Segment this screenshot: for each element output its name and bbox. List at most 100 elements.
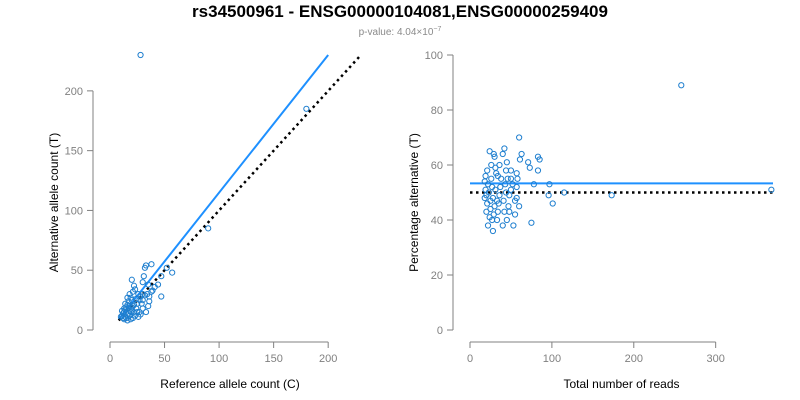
subtitle-exponent: −7: [433, 26, 441, 33]
data-point: [516, 203, 523, 210]
subtitle-prefix: p-value: 4.04×10: [359, 27, 434, 38]
y-tick-label: 100: [65, 205, 83, 217]
data-point: [481, 178, 488, 185]
data-point: [503, 159, 510, 166]
data-point: [490, 150, 497, 158]
y-tick-label: 60: [431, 160, 443, 172]
data-point: [158, 293, 165, 300]
data-point: [137, 311, 144, 318]
data-point: [526, 164, 533, 171]
y-tick-label: 150: [65, 146, 83, 158]
data-point: [500, 197, 507, 204]
x-tick-label: 0: [467, 353, 473, 365]
data-point: [139, 305, 146, 312]
data-point: [139, 279, 146, 286]
data-point: [484, 200, 491, 207]
y-tick-label: 40: [431, 215, 443, 227]
data-point: [546, 181, 553, 188]
data-point: [489, 216, 496, 224]
data-point: [768, 186, 775, 193]
reference-line: [117, 54, 362, 322]
data-point: [483, 208, 490, 215]
data-point: [489, 227, 497, 235]
data-point: [511, 197, 519, 204]
data-point: [498, 175, 505, 182]
data-point: [502, 181, 509, 188]
y-axis-label: Alternative allele count (T): [47, 133, 61, 272]
data-point: [117, 313, 125, 320]
data-point: [142, 262, 150, 269]
data-point: [509, 181, 516, 188]
data-point: [148, 261, 155, 268]
data-point: [493, 197, 501, 204]
x-axis-label: Reference allele count (C): [160, 377, 299, 391]
data-point: [678, 82, 685, 89]
data-point: [514, 175, 521, 182]
x-axis-label: Total number of reads: [563, 377, 679, 391]
data-point: [492, 164, 499, 171]
data-point: [133, 305, 140, 312]
y-tick-label: 80: [431, 105, 443, 117]
x-tick-label: 150: [264, 353, 282, 365]
data-point: [496, 192, 503, 199]
data-point: [525, 159, 532, 166]
data-point: [488, 175, 495, 182]
data-point: [511, 211, 519, 218]
x-tick-label: 100: [543, 353, 561, 365]
data-point: [506, 208, 513, 215]
x-tick-label: 50: [158, 353, 170, 365]
y-tick-label: 0: [437, 325, 443, 337]
data-point: [516, 134, 523, 141]
data-point: [127, 316, 134, 323]
data-point: [507, 186, 515, 193]
data-point: [502, 189, 510, 196]
data-point: [486, 148, 493, 155]
data-point: [125, 310, 132, 317]
data-point: [608, 192, 615, 199]
data-point: [528, 219, 535, 226]
left-scatter-panel: 0 50 100 150 200 0 50 100 150 200 Reference allele…: [47, 51, 362, 391]
data-point: [481, 194, 488, 202]
data-point: [505, 203, 512, 210]
data-point: [137, 51, 144, 59]
data-point: [124, 294, 131, 301]
data-point: [496, 161, 503, 169]
data-point: [513, 170, 520, 177]
x-tick-label: 200: [625, 353, 643, 365]
y-tick-label: 20: [431, 270, 443, 282]
data-point: [142, 308, 150, 316]
data-point: [503, 216, 510, 224]
data-point: [518, 150, 525, 158]
data-point: [169, 269, 176, 276]
data-point: [128, 276, 135, 283]
x-tick-label: 0: [107, 353, 113, 365]
data-point: [494, 172, 501, 180]
data-point: [154, 281, 162, 288]
data-point: [507, 175, 515, 182]
data-point: [530, 181, 537, 188]
data-point: [499, 150, 506, 158]
data-point: [504, 175, 511, 182]
data-point: [516, 156, 524, 163]
data-point: [491, 153, 498, 160]
data-point: [303, 105, 310, 112]
data-point: [124, 317, 131, 324]
data-point: [145, 281, 152, 288]
data-point: [497, 183, 504, 191]
data-point: [158, 273, 165, 280]
data-point: [507, 167, 515, 174]
x-tick-label: 300: [706, 353, 724, 365]
data-point: [506, 192, 513, 199]
data-point: [484, 167, 491, 174]
data-point: [513, 183, 520, 191]
data-point: [205, 225, 212, 232]
data-point: [130, 282, 138, 289]
chart-title: rs34500961 - ENSG00000104081,ENSG0000025…: [192, 2, 608, 21]
y-tick-label: 0: [77, 325, 83, 337]
data-point: [146, 298, 153, 305]
data-point: [482, 186, 489, 193]
data-point: [534, 153, 542, 160]
y-axis-label: Percentage alternative (T): [407, 133, 421, 272]
